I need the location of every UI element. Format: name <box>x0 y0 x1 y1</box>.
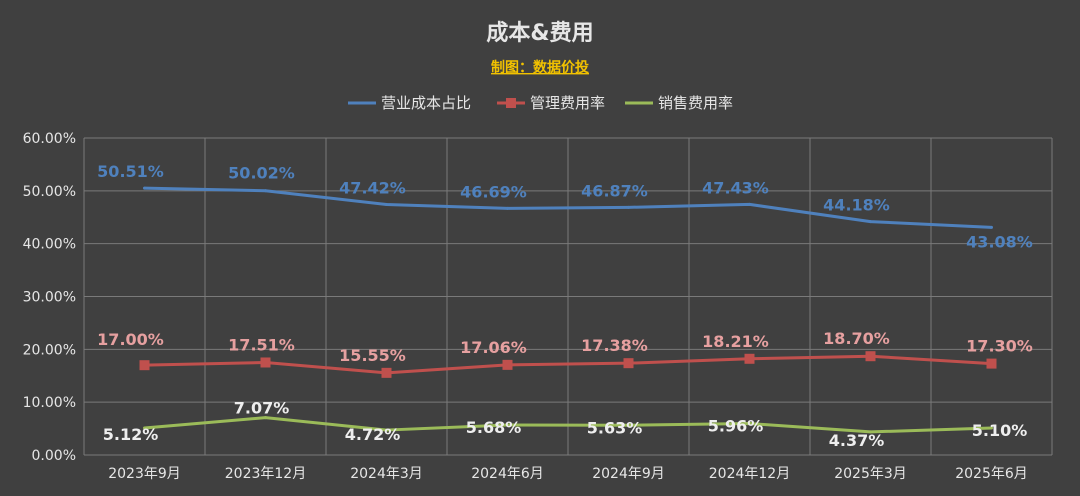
legend: 营业成本占比 管理费用率 销售费用率 <box>348 94 733 112</box>
data-label: 47.43% <box>702 178 769 197</box>
y-tick-label: 50.00% <box>23 184 76 200</box>
data-label: 4.72% <box>345 425 401 444</box>
data-label: 46.87% <box>581 181 648 200</box>
x-tick-label: 2024年9月 <box>592 466 665 482</box>
data-label: 5.10% <box>972 421 1028 440</box>
legend-label: 销售费用率 <box>658 94 733 112</box>
data-point <box>385 428 388 432</box>
x-tick-label: 2025年6月 <box>955 466 1028 482</box>
data-label: 50.02% <box>228 164 295 183</box>
data-point <box>744 353 755 364</box>
x-tick-label: 2025年3月 <box>834 466 907 482</box>
data-label: 17.30% <box>966 337 1033 356</box>
data-label: 15.55% <box>339 346 406 365</box>
data-point <box>506 206 509 210</box>
x-tick-label: 2023年9月 <box>108 466 181 482</box>
data-point <box>865 351 876 362</box>
data-label: 44.18% <box>823 196 890 215</box>
data-label: 17.38% <box>581 336 648 355</box>
data-point <box>506 423 509 427</box>
data-point <box>990 225 993 229</box>
legend-label: 管理费用率 <box>530 94 605 112</box>
series-layer <box>139 186 997 434</box>
data-label: 17.00% <box>97 330 164 349</box>
legend-label: 营业成本占比 <box>381 94 471 112</box>
data-point <box>143 186 146 190</box>
x-tick-label: 2024年6月 <box>471 466 544 482</box>
data-label: 18.21% <box>702 332 769 351</box>
data-point <box>260 357 271 368</box>
data-label: 17.51% <box>228 335 295 354</box>
data-point <box>748 202 751 206</box>
y-tick-label: 30.00% <box>23 290 76 306</box>
data-point <box>385 202 388 206</box>
data-label: 5.96% <box>708 417 764 436</box>
data-point <box>627 205 630 209</box>
data-point <box>869 430 872 434</box>
series-line <box>144 416 992 434</box>
data-label: 5.12% <box>103 425 159 444</box>
data-point <box>986 358 997 369</box>
chart-subtitle: 制图：数据价投 <box>491 59 589 76</box>
data-label: 4.37% <box>829 431 885 450</box>
x-tick-label: 2023年12月 <box>225 466 306 482</box>
data-point <box>264 189 267 193</box>
y-tick-label: 0.00% <box>32 448 76 464</box>
data-point <box>139 360 150 371</box>
y-tick-label: 10.00% <box>23 395 76 411</box>
data-point <box>502 359 513 370</box>
data-label: 47.42% <box>339 178 406 197</box>
grid <box>83 137 1053 456</box>
y-axis: 0.00% 10.00% 20.00% 30.00% 40.00% 50.00% 60.00… <box>23 131 76 464</box>
data-point <box>623 358 634 369</box>
series-line <box>144 186 992 229</box>
data-label: 43.08% <box>966 232 1033 251</box>
data-label: 7.07% <box>234 399 290 418</box>
data-point <box>264 416 267 420</box>
data-point <box>627 423 630 427</box>
data-labels: 50.51% 50.02% 47.42% 46.69% 46.87% 47.43% 44.1… <box>97 162 1033 450</box>
y-tick-label: 40.00% <box>23 237 76 253</box>
x-tick-label: 2024年12月 <box>709 466 790 482</box>
data-label: 5.68% <box>466 418 522 437</box>
chart-title: 成本&费用 <box>486 21 593 46</box>
data-point <box>143 426 146 430</box>
data-label: 46.69% <box>460 182 527 201</box>
x-axis: 2023年9月 2023年12月 2024年3月 2024年6月 2024年9月 2024… <box>108 466 1028 482</box>
data-point <box>381 367 392 378</box>
data-point <box>748 422 751 426</box>
y-tick-label: 20.00% <box>23 342 76 358</box>
legend-marker <box>506 98 516 108</box>
y-tick-label: 60.00% <box>23 131 76 147</box>
x-tick-label: 2024年3月 <box>350 466 423 482</box>
data-point <box>869 220 872 224</box>
data-label: 50.51% <box>97 162 164 181</box>
data-point <box>990 426 993 430</box>
series-line <box>144 354 992 375</box>
data-label: 5.63% <box>587 418 643 437</box>
data-label: 17.06% <box>460 338 527 357</box>
data-label: 18.70% <box>823 329 890 348</box>
